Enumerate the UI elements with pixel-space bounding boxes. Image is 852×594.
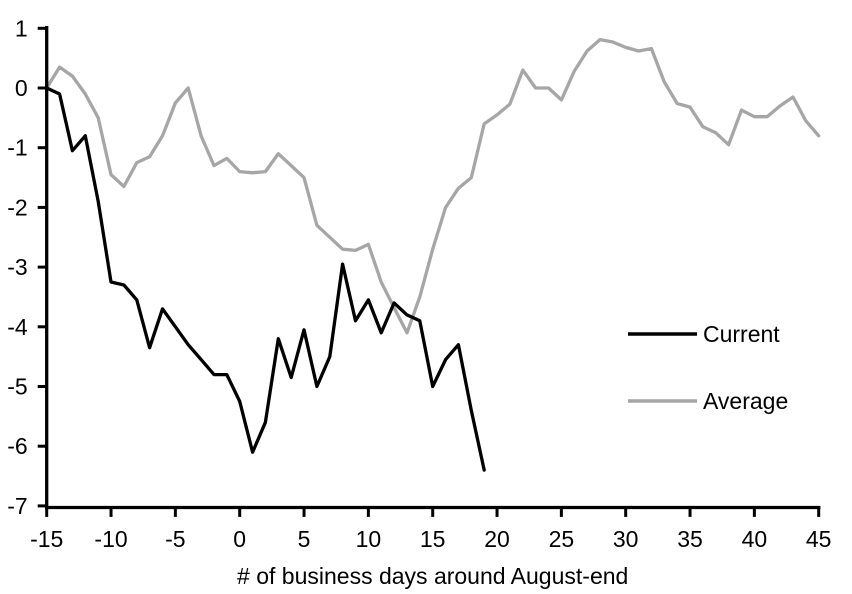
series-lines — [45, 37, 821, 472]
y-tick-label: -3 — [7, 254, 27, 280]
tick-labels: 10-1-2-3-4-5-6-7-15 -10 -5 0 5 10 15 20 25 30 35 40… — [7, 15, 831, 552]
series-current-line — [45, 86, 486, 472]
y-tick-label: -1 — [7, 135, 27, 161]
x-tick-label: 25 — [549, 526, 575, 552]
x-tick-label: -10 — [94, 526, 127, 552]
x-tick-label: 40 — [742, 526, 768, 552]
y-tick-label: -5 — [7, 374, 27, 400]
legend-label-current: Current — [703, 321, 780, 347]
axes — [37, 26, 821, 517]
x-tick-label: 45 — [806, 526, 832, 552]
x-tick-label: -15 — [30, 526, 63, 552]
x-tick-label: 0 — [233, 526, 246, 552]
x-tick-label: 20 — [484, 526, 510, 552]
y-tick-label: -2 — [7, 194, 27, 220]
legend: Current Average — [628, 321, 788, 414]
x-axis-title: # of business days around August-end — [237, 563, 628, 589]
y-tick-label: 0 — [15, 75, 28, 101]
y-tick-label: 1 — [15, 15, 28, 41]
y-tick-label: -6 — [7, 433, 27, 459]
x-tick-label: 15 — [420, 526, 446, 552]
y-tick-label: -4 — [7, 314, 28, 340]
y-tick-label: -7 — [7, 493, 27, 519]
x-tick-label: 10 — [356, 526, 382, 552]
x-tick-label: 5 — [298, 526, 311, 552]
legend-label-average: Average — [703, 388, 788, 414]
x-tick-label: 30 — [613, 526, 639, 552]
series-average-line — [45, 37, 821, 335]
x-tick-label: -5 — [165, 526, 185, 552]
x-tick-label: 35 — [677, 526, 703, 552]
